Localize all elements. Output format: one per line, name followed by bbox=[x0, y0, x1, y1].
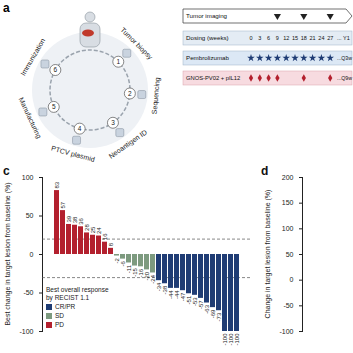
svg-text:Tumor imaging: Tumor imaging bbox=[186, 12, 228, 19]
svg-text:-100: -100 bbox=[279, 328, 293, 335]
svg-text:9: 9 bbox=[276, 35, 279, 41]
svg-text:... Y1: ... Y1 bbox=[337, 35, 350, 41]
html-text:c: c bbox=[3, 164, 10, 178]
svg-text:24: 24 bbox=[318, 35, 324, 41]
svg-text:Tumor biopsy: Tumor biopsy bbox=[119, 26, 155, 62]
svg-text:-53: -53 bbox=[191, 297, 198, 306]
svg-text:Neoantigen ID: Neoantigen ID bbox=[107, 128, 148, 160]
svg-text:100: 100 bbox=[22, 174, 34, 181]
svg-text:-50: -50 bbox=[23, 289, 33, 296]
svg-text:2: 2 bbox=[128, 90, 132, 97]
svg-text:3: 3 bbox=[258, 35, 261, 41]
svg-text:-100: -100 bbox=[227, 333, 234, 346]
svg-text:-57: -57 bbox=[197, 300, 204, 310]
svg-text:39: 39 bbox=[65, 215, 72, 223]
svg-text:8: 8 bbox=[108, 242, 114, 246]
svg-text:Pembrolizumab: Pembrolizumab bbox=[186, 54, 230, 61]
svg-text:Dosing (weeks): Dosing (weeks) bbox=[186, 34, 229, 41]
svg-text:-50: -50 bbox=[283, 302, 293, 309]
svg-text:150: 150 bbox=[282, 199, 294, 206]
svg-text:-24: -24 bbox=[150, 274, 156, 283]
svg-text:21: 21 bbox=[310, 35, 316, 41]
svg-text:1: 1 bbox=[116, 58, 120, 65]
html-text:Change in target lesion from b: Change in target lesion from baseline (%… bbox=[264, 189, 271, 319]
svg-text:PTCV plasmid: PTCV plasmid bbox=[50, 145, 95, 164]
svg-text:...Q9w: ...Q9w bbox=[337, 75, 352, 81]
svg-text:-6: -6 bbox=[119, 261, 126, 267]
svg-text:-16: -16 bbox=[137, 268, 144, 278]
svg-text:38: 38 bbox=[71, 216, 78, 224]
html-text:d: d bbox=[261, 164, 269, 178]
svg-text:-20: -20 bbox=[143, 271, 150, 281]
svg-text:-15: -15 bbox=[131, 268, 138, 277]
svg-text:36: 36 bbox=[78, 217, 84, 224]
svg-text:50: 50 bbox=[26, 212, 34, 219]
svg-text:100: 100 bbox=[282, 225, 294, 232]
svg-text:12: 12 bbox=[283, 35, 289, 41]
svg-text:-34: -34 bbox=[155, 282, 162, 292]
svg-text:-44: -44 bbox=[167, 290, 174, 300]
svg-text:Sequencing: Sequencing bbox=[151, 77, 162, 115]
svg-text:-73: -73 bbox=[216, 312, 222, 321]
svg-text:4: 4 bbox=[78, 125, 82, 132]
svg-text:3: 3 bbox=[111, 119, 115, 126]
svg-text:-69: -69 bbox=[209, 309, 216, 319]
svg-text:24: 24 bbox=[96, 227, 102, 234]
svg-text:28: 28 bbox=[83, 224, 90, 231]
svg-text:200: 200 bbox=[282, 174, 294, 181]
svg-text:6: 6 bbox=[54, 66, 58, 73]
svg-text:0: 0 bbox=[249, 35, 252, 41]
svg-text:6: 6 bbox=[267, 35, 270, 41]
svg-text:25: 25 bbox=[89, 226, 96, 234]
svg-text:0: 0 bbox=[290, 276, 294, 283]
html-text:PD: PD bbox=[55, 320, 64, 328]
svg-text:-63: -63 bbox=[203, 305, 210, 314]
svg-text:83: 83 bbox=[54, 181, 60, 188]
svg-text:-44: -44 bbox=[173, 290, 180, 300]
svg-text:-100: -100 bbox=[221, 333, 228, 346]
html-text:SD: SD bbox=[55, 311, 64, 319]
svg-text:...Q3w: ...Q3w bbox=[337, 55, 352, 61]
svg-text:27: 27 bbox=[327, 35, 333, 41]
html-text:CR/PR: CR/PR bbox=[55, 302, 76, 310]
html-text:Best change in target lesion f: Best change in target lesion from baseli… bbox=[4, 182, 11, 326]
svg-text:16: 16 bbox=[102, 233, 108, 240]
svg-text:-47: -47 bbox=[179, 292, 186, 302]
svg-text:15: 15 bbox=[292, 35, 298, 41]
svg-text:-38: -38 bbox=[161, 285, 168, 295]
svg-text:Manufacturing: Manufacturing bbox=[17, 96, 43, 140]
svg-text:a: a bbox=[3, 1, 10, 15]
svg-text:GNOS-PV02 + pIL12: GNOS-PV02 + pIL12 bbox=[186, 75, 240, 81]
svg-text:-100: -100 bbox=[19, 328, 33, 335]
svg-text:-11: -11 bbox=[125, 265, 132, 274]
svg-text:-100: -100 bbox=[234, 333, 240, 346]
svg-text:5: 5 bbox=[52, 103, 56, 110]
svg-text:50: 50 bbox=[286, 251, 294, 258]
svg-text:18: 18 bbox=[301, 35, 307, 41]
svg-text:0: 0 bbox=[30, 251, 34, 258]
svg-text:Immunization: Immunization bbox=[19, 37, 46, 77]
svg-text:57: 57 bbox=[60, 201, 66, 208]
svg-text:-51: -51 bbox=[185, 295, 192, 305]
svg-text:-2: -2 bbox=[113, 258, 120, 264]
html-text:Best overall response by RECIS: Best overall response by RECIST 1.1 bbox=[46, 286, 109, 301]
